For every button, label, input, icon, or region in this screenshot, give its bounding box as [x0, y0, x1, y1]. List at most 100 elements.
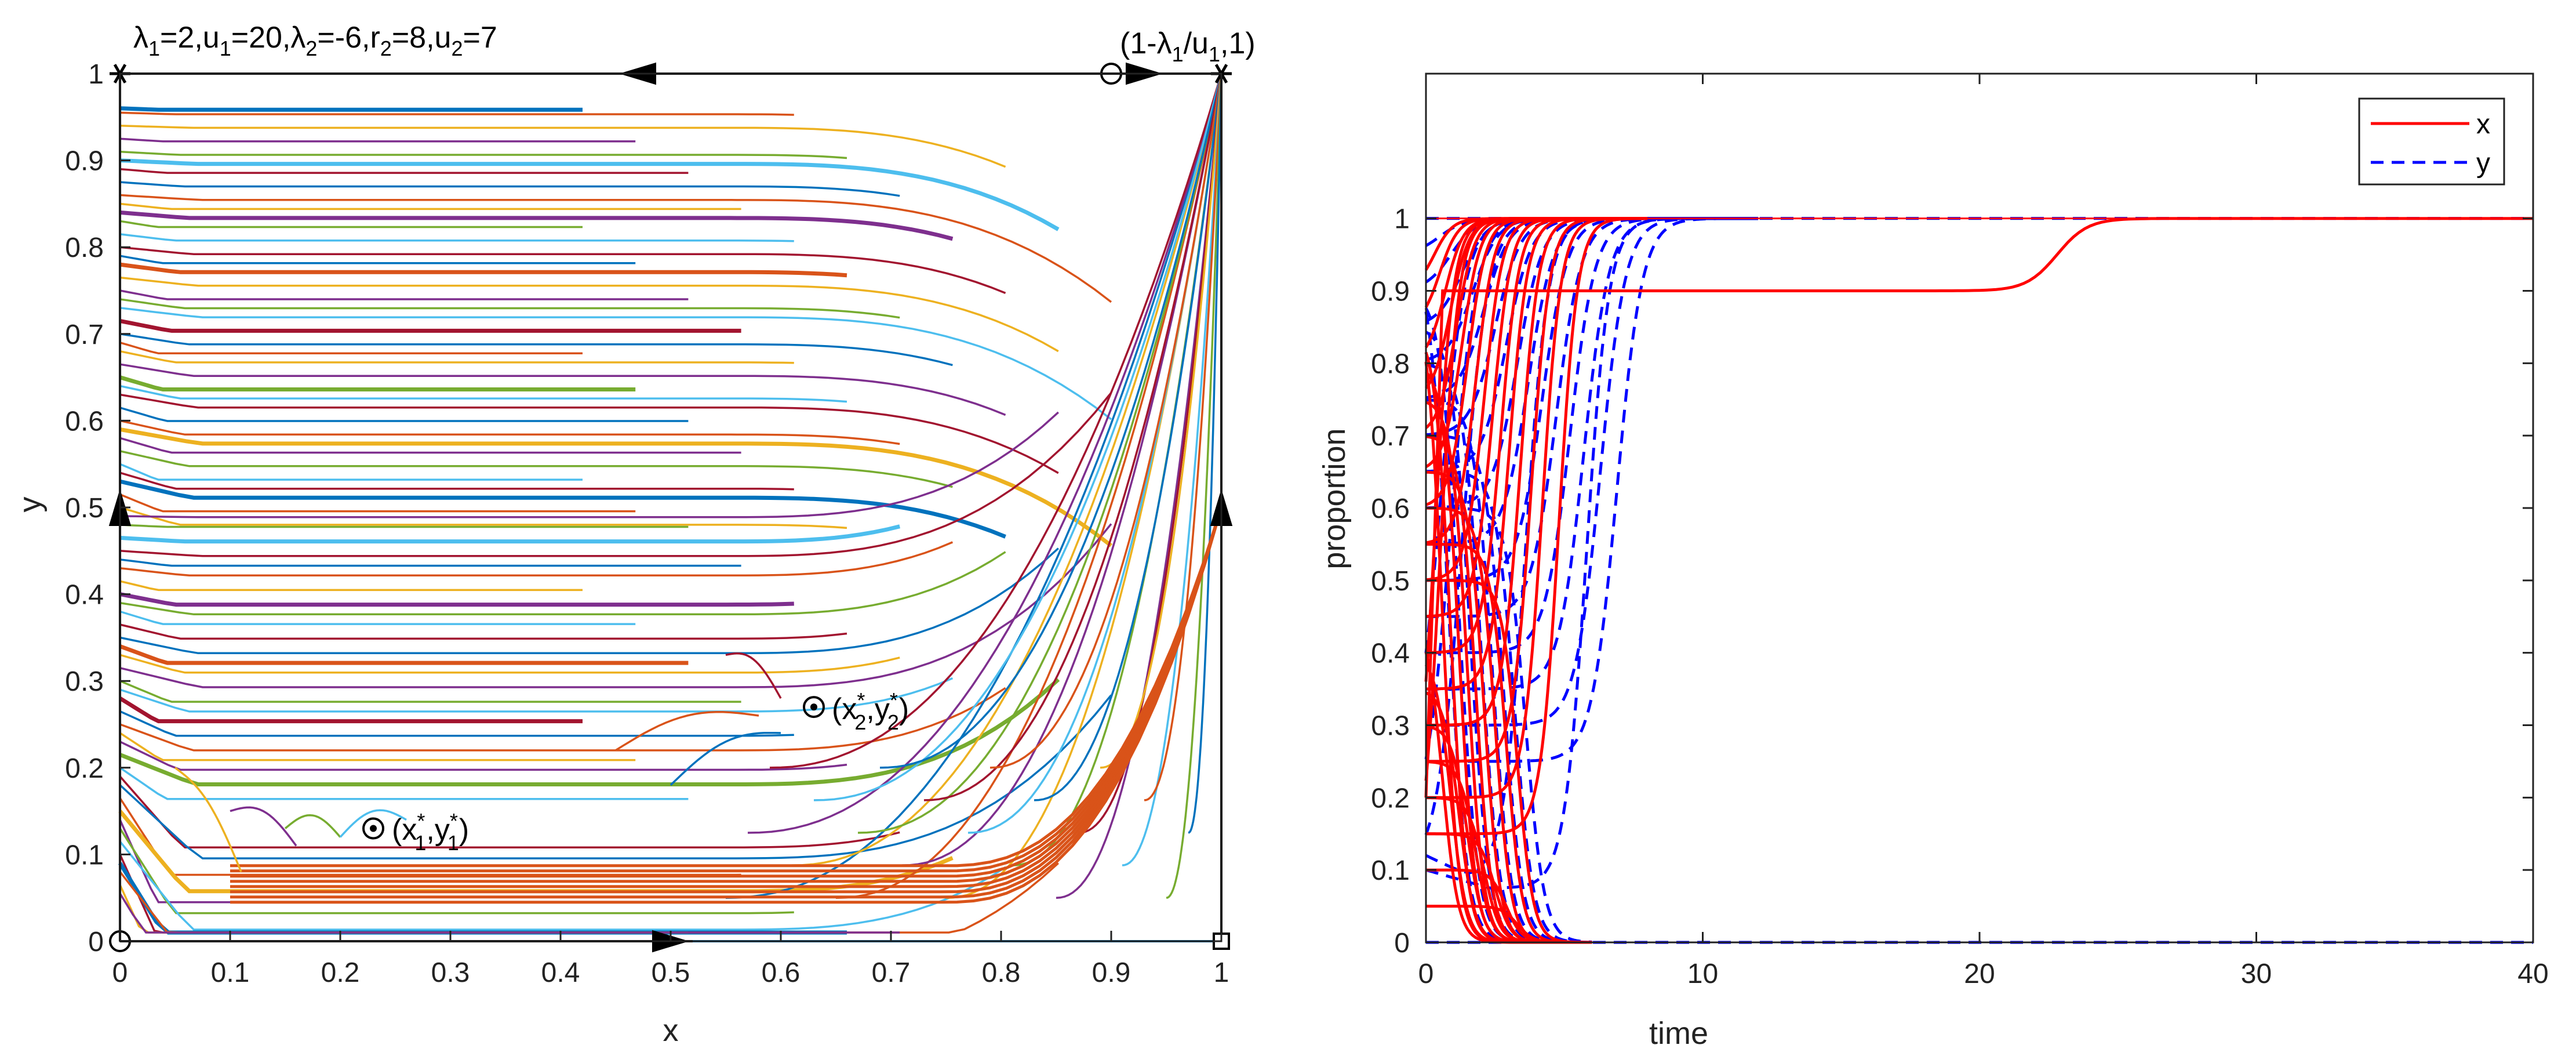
streamline — [119, 610, 636, 625]
streamline — [119, 411, 1059, 518]
streamline — [119, 840, 1006, 931]
streamline — [119, 307, 1112, 420]
right-y-tick-label: 0 — [1394, 928, 1410, 959]
right-x-tick-label: 40 — [2517, 959, 2548, 989]
left-y-tick-label: 0.8 — [65, 233, 104, 263]
left-x-tick-label: 0.5 — [652, 957, 690, 988]
streamline — [879, 73, 1222, 769]
streamline — [901, 73, 1222, 866]
streamline — [1034, 73, 1222, 801]
streamline — [791, 73, 1222, 866]
left-chart-title: λ1=2,u1=20,λ2=-6,r2=8,u2=7 — [133, 21, 497, 60]
streamline — [747, 73, 1222, 834]
streamline — [284, 814, 341, 838]
streamline — [119, 623, 847, 640]
streamline — [119, 210, 954, 241]
streamline — [119, 694, 1112, 859]
streamline — [989, 73, 1222, 769]
streamline — [119, 493, 636, 513]
legend-label-x: x — [2476, 109, 2490, 140]
left-y-tick-label: 0.5 — [65, 493, 104, 524]
streamline — [119, 654, 900, 674]
streamline — [119, 375, 636, 391]
right-y-axis-label: proportion — [1317, 428, 1352, 569]
streamline — [230, 806, 297, 847]
streamline — [119, 828, 794, 915]
right-y-tick-label: 0.4 — [1371, 638, 1410, 669]
left-y-tick-label: 1 — [88, 59, 104, 90]
streamline — [119, 419, 900, 445]
y-curve-dip — [1425, 217, 1758, 890]
right-y-tick-label: 0.6 — [1371, 494, 1410, 524]
streamline — [119, 427, 1113, 547]
streamline — [119, 506, 847, 529]
equilibrium-marker-dot — [370, 825, 377, 832]
streamline — [119, 342, 583, 355]
streamline — [119, 893, 900, 934]
right-y-tick-label: 1 — [1394, 204, 1410, 235]
streamline — [230, 507, 1223, 888]
streamline — [119, 437, 741, 454]
left-y-axis-label: y — [13, 497, 48, 513]
streamline — [119, 680, 741, 703]
right-y-tick-label: 0.9 — [1371, 277, 1410, 307]
streamline — [119, 262, 847, 278]
right-x-axis-label: time — [1649, 1016, 1708, 1051]
left-x-tick-label: 0.2 — [321, 957, 360, 988]
equilibrium-marker — [803, 696, 825, 719]
equilibrium-marker — [362, 817, 384, 840]
streamline — [119, 194, 1112, 303]
left-x-tick-label: 1 — [1214, 957, 1229, 988]
streamline — [119, 384, 847, 403]
time-series-chart: 0 10 20 30 40 0 0.1 0.2 0.3 0.4 0.5 0.6 0.7 0.8 0.9 1 x… — [1317, 72, 2549, 1051]
streamline — [119, 158, 1060, 231]
streamline — [119, 350, 794, 364]
streamline — [119, 450, 953, 488]
right-x-tick-label: 0 — [1418, 959, 1434, 989]
streamline — [119, 255, 636, 264]
left-y-tick-label: 0.4 — [65, 580, 104, 611]
legend-label-y: y — [2476, 148, 2490, 179]
left-y-tick-label: 0.9 — [65, 146, 104, 177]
streamline — [119, 775, 900, 848]
streamline — [119, 246, 1006, 295]
interior-point-2-label: (x* 2,y* 2) — [832, 688, 909, 734]
left-y-tick-label: 0.7 — [65, 320, 104, 350]
streamline — [230, 507, 1223, 883]
equilibrium-marker-dot — [810, 703, 817, 711]
streamline — [119, 732, 636, 761]
left-x-axis-label: x — [663, 1013, 679, 1048]
streamline — [119, 125, 1006, 168]
y-curve — [1426, 217, 1758, 727]
left-x-tick-label: 0.1 — [211, 957, 250, 988]
left-x-tick-label: 0.4 — [541, 957, 580, 988]
streamline — [230, 507, 1223, 894]
right-y-tick-label: 0.1 — [1371, 855, 1410, 886]
streamline — [174, 767, 242, 872]
streamline — [119, 524, 689, 528]
streamline — [230, 507, 1223, 904]
streamline — [119, 233, 794, 242]
left-x-tick-label: 0 — [112, 957, 128, 988]
left-y-tick-label: 0 — [88, 927, 104, 957]
streamline — [119, 767, 689, 800]
streamline — [119, 168, 689, 174]
streamline — [1122, 73, 1222, 866]
streamline — [119, 111, 794, 116]
right-axes: 0 10 20 30 40 0 0.1 0.2 0.3 0.4 0.5 0.6 0.7 0.8 0.9 1 — [1371, 72, 2549, 989]
right-y-tick-label: 0.8 — [1371, 349, 1410, 379]
streamline — [1144, 73, 1222, 801]
streamline — [119, 137, 636, 143]
streamline — [119, 580, 583, 592]
right-x-tick-label: 10 — [1687, 959, 1718, 989]
streamline — [119, 696, 583, 724]
streamline — [119, 710, 794, 737]
right-y-tick-label: 0.7 — [1371, 421, 1410, 452]
corner-equilibrium-label: (1-λ1/u1,1) — [1120, 27, 1256, 66]
y-curve-decay — [1426, 506, 1592, 944]
y-curve-decay — [1425, 398, 1592, 944]
left-x-tick-label: 0.7 — [872, 957, 911, 988]
streamline — [119, 524, 901, 544]
left-y-tick-label: 0.2 — [65, 753, 104, 784]
